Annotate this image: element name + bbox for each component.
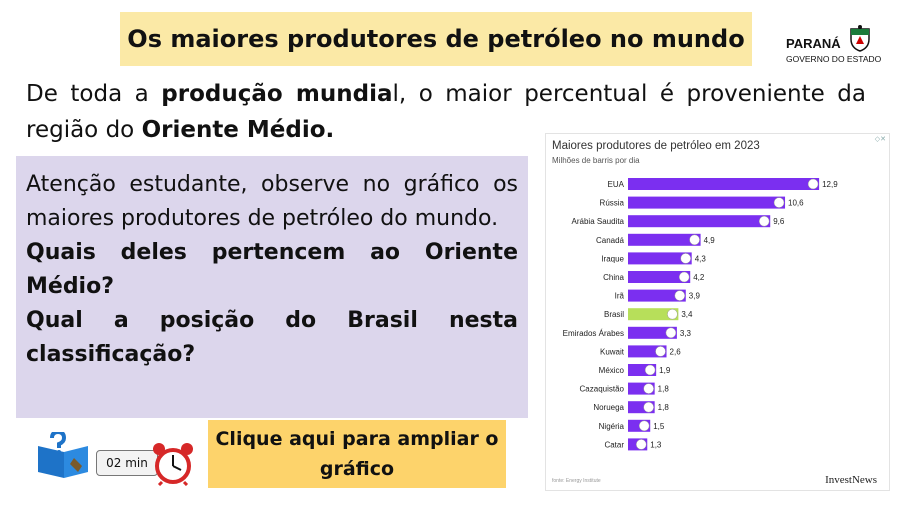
chart-subtitle: Milhões de barris por dia bbox=[552, 156, 640, 165]
flag-icon bbox=[674, 290, 686, 301]
value-label: 9,6 bbox=[773, 217, 785, 226]
bar bbox=[628, 271, 691, 283]
value-label: 1,8 bbox=[658, 385, 670, 394]
enlarge-chart-label: Clique aqui para ampliar o gráfico bbox=[215, 428, 499, 480]
flag-icon bbox=[678, 271, 690, 283]
bar bbox=[628, 196, 786, 209]
category-label: Arábia Saudita bbox=[572, 217, 625, 226]
logo-text-parana: PARANÁ bbox=[786, 36, 841, 51]
task-question-2: Qual a posição do Brasil nesta classific… bbox=[26, 308, 518, 367]
title-banner: Os maiores produtores de petróleo no mun… bbox=[120, 12, 752, 66]
intro-bold-2: Oriente Médio. bbox=[141, 117, 335, 143]
category-label: Emirados Árabes bbox=[563, 329, 624, 338]
category-label: EUA bbox=[608, 180, 625, 189]
enlarge-chart-button[interactable]: Clique aqui para ampliar o gráfico bbox=[208, 420, 506, 488]
flag-icon bbox=[773, 197, 785, 208]
bar-plot: EUA 12,9 Rússia 10,6 Arábia Saudita 9,6 Canadá… bbox=[563, 178, 838, 451]
flag-icon bbox=[680, 253, 691, 264]
parana-logo: PARANÁ GOVERNO DO ESTADO bbox=[786, 24, 886, 66]
flag-icon bbox=[643, 401, 654, 413]
task-box: Atenção estudante, observe no gráfico os… bbox=[16, 156, 528, 418]
category-label: Irã bbox=[615, 292, 625, 301]
category-label: Canadá bbox=[596, 236, 625, 245]
category-label: Kuwait bbox=[600, 347, 625, 356]
flag-icon bbox=[665, 327, 677, 339]
chart-brand: InvestNews bbox=[825, 474, 877, 486]
bar bbox=[628, 215, 771, 228]
flag-icon bbox=[638, 420, 650, 432]
timer-label: 02 min bbox=[96, 450, 158, 476]
intro-text-2: l, o maior percentual é proveniente da r… bbox=[26, 81, 866, 143]
flag-icon bbox=[689, 234, 700, 246]
value-label: 10,6 bbox=[788, 199, 804, 208]
flag-icon bbox=[807, 178, 819, 190]
timer-text: 02 min bbox=[106, 456, 148, 470]
value-label: 3,9 bbox=[689, 292, 701, 301]
bar bbox=[628, 252, 692, 265]
page-title: Os maiores produtores de petróleo no mun… bbox=[127, 25, 745, 53]
category-label: Noruega bbox=[593, 403, 624, 412]
value-label: 1,9 bbox=[659, 366, 671, 375]
bar bbox=[628, 326, 677, 339]
intro-text-1: De toda a bbox=[26, 81, 162, 107]
flag-icon bbox=[644, 364, 656, 376]
category-label: México bbox=[599, 366, 625, 375]
value-label: 1,8 bbox=[658, 403, 670, 412]
book-question-icon bbox=[38, 432, 88, 478]
oil-producers-chart[interactable]: Maiores produtores de petróleo em 2023 M… bbox=[545, 133, 890, 491]
bar bbox=[628, 289, 686, 302]
chart-source: fonte: Energy Institute bbox=[552, 478, 601, 484]
flag-icon bbox=[758, 215, 770, 227]
alarm-clock-icon bbox=[153, 443, 193, 486]
value-label: 4,2 bbox=[693, 273, 705, 282]
intro-bold-1: produção mundia bbox=[161, 81, 393, 107]
flag-icon bbox=[643, 383, 654, 394]
value-label: 4,3 bbox=[695, 254, 707, 263]
category-label: Catar bbox=[604, 440, 624, 449]
category-label: Nigéria bbox=[599, 422, 625, 431]
category-label: China bbox=[603, 273, 624, 282]
value-label: 12,9 bbox=[822, 180, 838, 189]
bar bbox=[628, 308, 679, 321]
value-label: 2,6 bbox=[670, 347, 682, 356]
flag-icon bbox=[636, 439, 647, 450]
category-label: Cazaquistão bbox=[580, 385, 625, 394]
category-label: Iraque bbox=[601, 254, 624, 263]
coat-of-arms-icon bbox=[850, 25, 870, 52]
category-label: Brasil bbox=[604, 310, 624, 319]
task-instruction: Atenção estudante, observe no gráfico os… bbox=[26, 172, 518, 231]
bar bbox=[628, 178, 820, 190]
value-label: 3,3 bbox=[680, 329, 692, 338]
ad-info-icon: ◇✕ bbox=[874, 135, 886, 143]
intro-paragraph: De toda a produção mundial, o maior perc… bbox=[26, 76, 866, 148]
chart-title: Maiores produtores de petróleo em 2023 bbox=[552, 140, 760, 152]
value-label: 1,3 bbox=[650, 440, 662, 449]
flag-icon bbox=[667, 308, 678, 320]
value-label: 1,5 bbox=[653, 422, 665, 431]
value-label: 3,4 bbox=[681, 310, 693, 319]
value-label: 4,9 bbox=[704, 236, 716, 245]
category-label: Rússia bbox=[600, 199, 625, 208]
task-question-1: Quais deles pertencem ao Oriente Médio? bbox=[26, 240, 518, 299]
logo-text-governo: GOVERNO DO ESTADO bbox=[786, 54, 882, 64]
flag-icon bbox=[655, 346, 666, 357]
bar bbox=[628, 233, 701, 246]
